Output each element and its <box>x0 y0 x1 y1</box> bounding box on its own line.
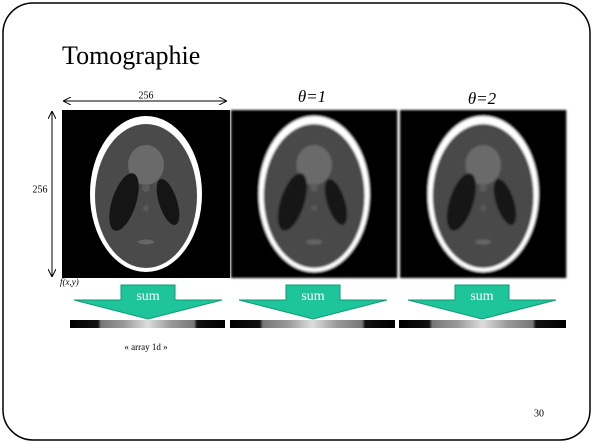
phantom-image <box>62 110 230 278</box>
projection-strip <box>399 320 566 328</box>
sum-label: sum <box>301 289 324 304</box>
page-number: 30 <box>534 408 544 419</box>
slide: Tomographie 256 256 f(x,y) θ=1 θ=2 sum s… <box>0 0 594 444</box>
phantom-image <box>400 110 566 278</box>
page: {"title": "Tomographie", "dimensions": {… <box>0 0 594 444</box>
projection-strip <box>70 320 225 328</box>
projection-strip <box>230 320 395 328</box>
array-label: « array 1d » <box>124 342 167 352</box>
height-label: 256 <box>33 184 48 195</box>
function-label: f(x,y) <box>60 277 79 287</box>
angle-label: θ=2 <box>468 89 497 108</box>
angle-label: θ=1 <box>298 87 326 106</box>
slide-title: Tomographie <box>62 41 200 70</box>
sum-label: sum <box>470 289 493 304</box>
phantom-image <box>231 110 397 278</box>
sum-label: sum <box>136 289 159 304</box>
width-label: 256 <box>139 90 154 101</box>
